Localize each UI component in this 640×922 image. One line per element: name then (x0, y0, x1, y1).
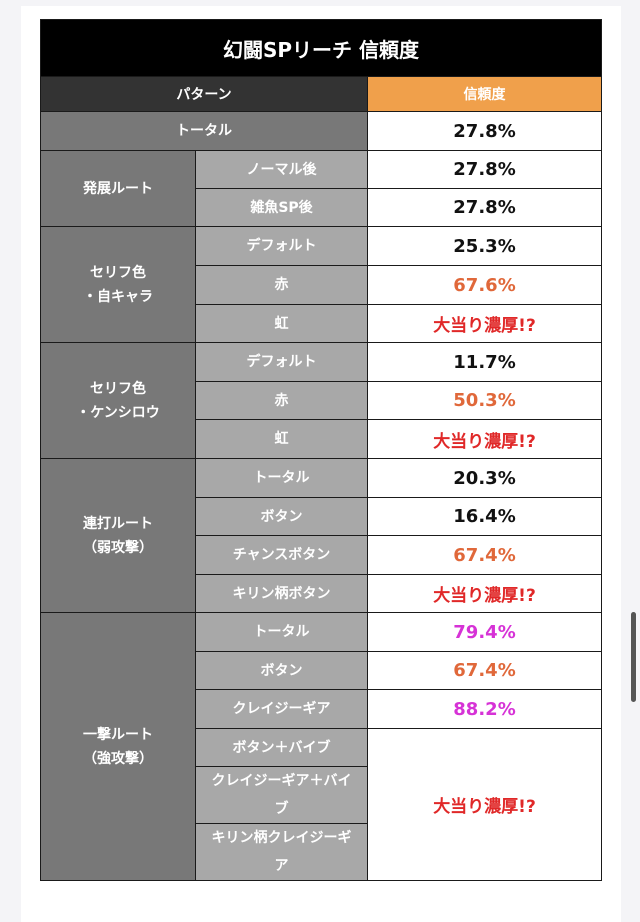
group-label-line: （強攻撃） (83, 750, 153, 767)
table-row: 虹 大当り濃厚!? (41, 304, 603, 343)
table-row: 発展ルート ノーマル後 27.8% (40, 150, 603, 227)
table-row: 赤 50.3% (41, 381, 603, 420)
value-cell: 16.4% (366, 497, 603, 536)
reliability-table: 幻闘SPリーチ 信頼度 パターン 信頼度 トータル 27.8% 発展ルート ノー… (39, 19, 603, 881)
table-row: 雑魚SP後 27.8% (41, 188, 603, 227)
value-cell: 20.3% (366, 458, 603, 498)
sub-label: トータル (195, 612, 368, 652)
table-row: チャンスボタン 67.4% (41, 535, 603, 575)
group-label-line: （弱攻撃） (83, 539, 153, 556)
value-cell: 27.8% (366, 150, 603, 189)
value-cell: 大当り濃厚!? (366, 419, 603, 459)
scrollbar-thumb[interactable] (631, 612, 636, 702)
value-cell: 27.8% (366, 188, 603, 227)
sub-label: トータル (195, 458, 368, 498)
group-label-route: 発展ルート (40, 150, 196, 227)
sub-label-line: キリン柄クレイジーギ (211, 830, 352, 846)
sub-label-line: ブ (274, 801, 289, 817)
table-row: 一撃ルート （強攻撃） トータル 79.4% (40, 612, 603, 881)
sub-label: 赤 (195, 265, 368, 305)
sub-label: デフォルト (195, 342, 368, 382)
sub-label: ボタン (195, 651, 368, 690)
sub-label: ノーマル後 (195, 150, 368, 189)
value-cell: 大当り濃厚!? (366, 304, 603, 343)
sub-label: 赤 (195, 381, 368, 420)
group-label-serif-kenshiro: セリフ色 ・ケンシロウ (40, 342, 196, 459)
group-label-line: ・自キャラ (83, 288, 153, 305)
group-label-line: セリフ色 (90, 380, 146, 397)
value-cell: 88.2% (366, 689, 603, 729)
group-label-renda: 連打ルート （弱攻撃） (40, 458, 196, 613)
group-label-ichigeki: 一撃ルート （強攻撃） (40, 612, 196, 881)
value-cell: 67.4% (366, 535, 603, 575)
group-label-serif-jichara: セリフ色 ・自キャラ (40, 226, 196, 343)
sub-label: クレイジーギア＋バイ ブ (195, 766, 368, 824)
group-label-line: ・ケンシロウ (76, 404, 160, 421)
group-label-line: 連打ルート (83, 515, 153, 532)
table-title: 幻闘SPリーチ 信頼度 (39, 19, 603, 77)
table-row: トータル 27.8% (40, 111, 603, 151)
sub-label: チャンスボタン (195, 535, 368, 575)
value-cell: 50.3% (366, 381, 603, 420)
sub-label-line: クレイジーギア＋バイ (211, 773, 352, 789)
table-row: 虹 大当り濃厚!? (41, 419, 603, 459)
sub-label-line: ア (274, 858, 289, 874)
sub-label: ボタン＋バイブ (195, 728, 368, 767)
row-value-total: 27.8% (366, 111, 603, 151)
sub-label: キリン柄ボタン (195, 574, 368, 613)
header-reliability: 信頼度 (366, 76, 603, 112)
sub-label: 虹 (195, 419, 368, 459)
table-row: 赤 67.6% (41, 265, 603, 305)
table-row: キリン柄ボタン 大当り濃厚!? (41, 574, 603, 613)
table-row: 連打ルート （弱攻撃） トータル 20.3% (40, 458, 603, 613)
sub-label: ボタン (195, 497, 368, 536)
table-row: ボタン＋バイブ 大当り濃厚!? (41, 728, 603, 881)
sub-label: 雑魚SP後 (195, 188, 368, 227)
value-cell: 67.4% (366, 651, 603, 690)
table-row: ボタン 67.4% (41, 651, 603, 690)
table-row: セリフ色 ・自キャラ デフォルト 25.3% (40, 226, 603, 343)
sub-label: デフォルト (195, 226, 368, 266)
value-cell: 25.3% (366, 226, 603, 266)
sub-label: 虹 (195, 304, 368, 343)
sub-label: クレイジーギア (195, 689, 368, 729)
value-cell: 大当り濃厚!? (366, 574, 603, 613)
table-row: キリン柄クレイジーギ ア (41, 823, 602, 881)
header-pattern: パターン (40, 76, 368, 112)
table-row: ボタン 16.4% (41, 497, 603, 536)
value-cell: 79.4% (366, 612, 603, 652)
sub-label: キリン柄クレイジーギ ア (195, 823, 368, 881)
group-label-line: 一撃ルート (83, 726, 153, 743)
value-cell: 11.7% (366, 342, 603, 382)
group-label-line: セリフ色 (90, 264, 146, 281)
merged-value-cell: 大当り濃厚!? (366, 728, 603, 881)
table-row: セリフ色 ・ケンシロウ デフォルト 11.7% (40, 342, 603, 459)
value-cell: 67.6% (366, 265, 603, 305)
row-label-total: トータル (40, 111, 368, 151)
